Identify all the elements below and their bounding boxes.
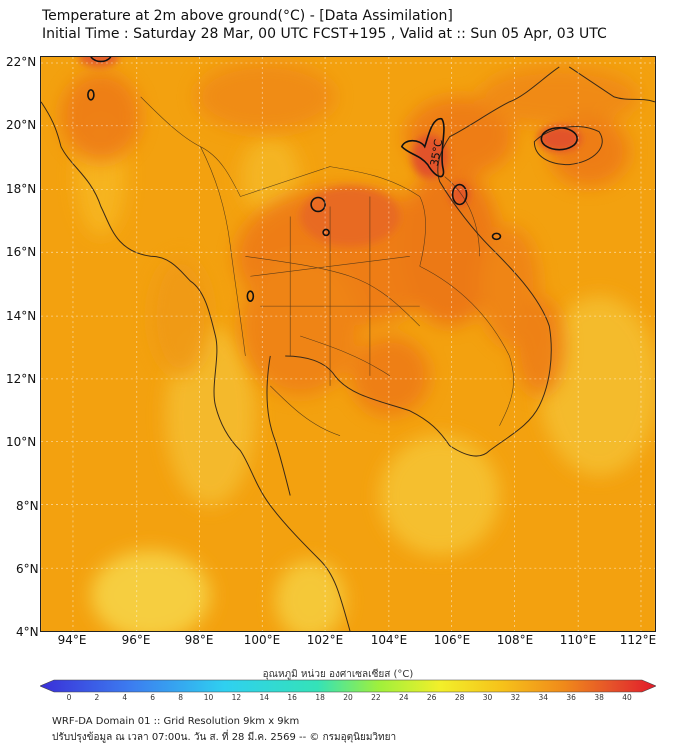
lon-label-106e: 106°E — [433, 633, 471, 647]
lat-label-12n: 12°N — [6, 372, 37, 386]
lon-label-96e: 96°E — [121, 633, 151, 647]
lat-label-20n: 20°N — [6, 118, 37, 132]
lat-label-14n: 14°N — [6, 309, 37, 323]
colorbar-tick-label: 28 — [454, 693, 465, 702]
lon-label-110e: 110°E — [559, 633, 597, 647]
lon-label-104e: 104°E — [370, 633, 408, 647]
colorbar-tick-label: 6 — [150, 693, 156, 702]
colorbar-tick-label: 2 — [94, 693, 100, 702]
colorbar-tick-label: 14 — [259, 693, 270, 702]
colorbar-tick-label: 24 — [399, 693, 409, 702]
colorbar-tick-label: 12 — [231, 693, 242, 702]
colorbar-tick-label: 38 — [594, 693, 604, 702]
footer-domain-info: WRF-DA Domain 01 :: Grid Resolution 9km … — [52, 716, 300, 727]
map-title: Temperature at 2m above ground(°C) - [Da… — [42, 8, 453, 24]
colorbar-tick-label: 34 — [538, 693, 549, 702]
lat-label-22n: 22°N — [6, 55, 37, 69]
lon-label-108e: 108°E — [496, 633, 534, 647]
lat-label-10n: 10°N — [6, 435, 37, 449]
colorbar-tick-label: 36 — [566, 693, 576, 702]
lat-label-4n: 4°N — [16, 625, 39, 639]
lon-label-112e: 112°E — [619, 633, 657, 647]
lon-label-94e: 94°E — [57, 633, 87, 647]
colorbar-tick-label: 0 — [66, 693, 72, 702]
lat-label-8n: 8°N — [16, 499, 39, 513]
map-subtitle: Initial Time : Saturday 28 Mar, 00 UTC F… — [42, 26, 607, 42]
footer-update-info: ปรับปรุงข้อมูล ณ เวลา 07:00น. วัน ส. ที่… — [52, 732, 397, 743]
lat-label-6n: 6°N — [16, 562, 39, 576]
colorbar-tick-label: 22 — [371, 693, 381, 702]
colorbar-tick-label: 30 — [482, 693, 493, 702]
colorbar-tick-label: 20 — [343, 693, 353, 702]
colorbar-gradient — [40, 679, 656, 693]
province-borders — [140, 96, 514, 436]
colorbar-tick-label: 26 — [426, 693, 437, 702]
colorbar-tick-label: 4 — [122, 693, 128, 702]
colorbar-tick-label: 10 — [203, 693, 214, 702]
contour-label: 35°C — [428, 138, 446, 167]
lon-label-102e: 102°E — [306, 633, 344, 647]
lat-label-16n: 16°N — [6, 245, 37, 259]
lon-label-100e: 100°E — [243, 633, 281, 647]
lon-label-98e: 98°E — [184, 633, 214, 647]
temperature-field: 35°C — [41, 57, 655, 631]
colorbar-tick-label: 18 — [315, 693, 325, 702]
contour-35c — [87, 57, 578, 302]
colorbar-tick-label: 32 — [510, 693, 521, 702]
colorbar-tick-label: 8 — [178, 693, 183, 702]
colorbar — [40, 679, 656, 693]
lat-label-18n: 18°N — [6, 182, 37, 196]
colorbar-title: อุณหภูมิ หน่วย องศาเซลเซียส (°C) — [262, 669, 414, 680]
temperature-map: 35°C — [40, 56, 656, 632]
colorbar-tick-label: 16 — [287, 693, 297, 702]
colorbar-tick-label: 40 — [622, 693, 632, 702]
coastlines — [41, 66, 655, 631]
